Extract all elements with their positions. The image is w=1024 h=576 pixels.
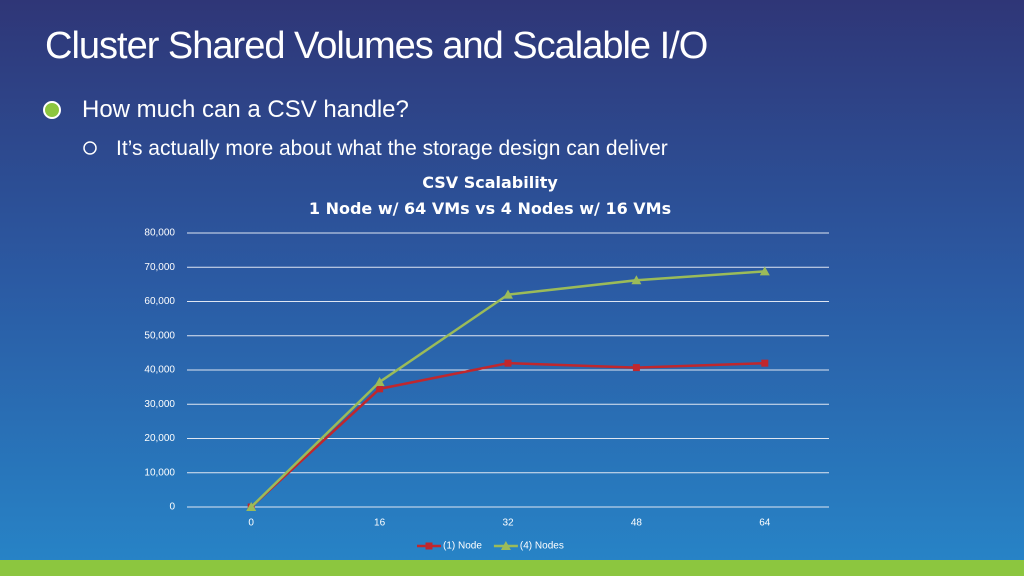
slide-title: Cluster Shared Volumes and Scalable I/O — [45, 25, 707, 67]
marker — [374, 376, 385, 386]
y-tick-label: 0 — [169, 502, 175, 513]
y-tick-label: 60,000 — [144, 296, 175, 307]
legend-label: (4) Nodes — [520, 541, 564, 552]
bullet: How much can a CSV handle? — [82, 96, 409, 123]
y-tick-label: 30,000 — [144, 399, 175, 410]
x-tick-label: 64 — [759, 518, 771, 529]
background — [0, 0, 1024, 560]
marker — [504, 359, 512, 367]
y-tick-label: 50,000 — [144, 330, 175, 341]
marker — [632, 364, 640, 372]
marker — [761, 359, 769, 367]
chart-title: CSV Scalability — [422, 173, 558, 192]
y-tick-label: 40,000 — [144, 365, 175, 376]
marker — [759, 266, 770, 276]
marker — [246, 502, 257, 511]
marker — [376, 385, 384, 393]
y-tick-label: 10,000 — [144, 467, 175, 478]
marker — [425, 542, 433, 550]
y-tick-label: 20,000 — [144, 433, 175, 444]
footer-bar — [0, 560, 1024, 576]
marker — [503, 289, 513, 299]
sub-bullet-icon — [83, 141, 97, 155]
sub-bullet: It’s actually more about what the storag… — [116, 137, 668, 160]
chart-subtitle: 1 Node w/ 64 VMs vs 4 Nodes w/ 16 VMs — [309, 199, 671, 218]
bullet-icon — [43, 101, 61, 119]
x-tick-label: 0 — [248, 518, 254, 529]
x-tick-label: 32 — [502, 518, 514, 529]
legend-label: (1) Node — [443, 541, 482, 552]
x-tick-label: 48 — [631, 518, 643, 529]
y-tick-label: 70,000 — [144, 262, 175, 273]
x-tick-label: 16 — [374, 518, 386, 529]
marker — [631, 275, 642, 285]
y-tick-label: 80,000 — [144, 228, 175, 239]
marker — [500, 541, 511, 550]
